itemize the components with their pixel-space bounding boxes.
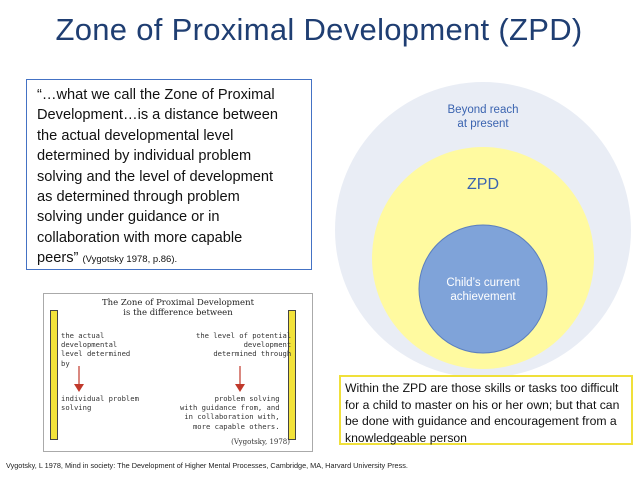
- reference-footer: Vygotsky, L 1978, Mind in society: The D…: [6, 461, 408, 470]
- quote-line: solving and the level of development: [37, 168, 274, 185]
- figure-title-line: The Zone of Proximal Development: [102, 298, 254, 308]
- figure-title: The Zone of Proximal Development is the …: [44, 298, 312, 318]
- figure-citation: (Vygotsky, 1978): [231, 438, 290, 446]
- zpd-explanation-text: Within the ZPD are those skills or tasks…: [345, 381, 620, 445]
- individual-solving-text: individual problem solving: [61, 394, 139, 413]
- quote-line: Development…is a distance between: [37, 107, 278, 124]
- page-title: Zone of Proximal Development (ZPD): [55, 12, 583, 47]
- quote-line: the actual developmental level: [37, 127, 234, 144]
- quote-line: collaboration with more capable: [37, 229, 243, 246]
- quote-line: determined by individual problem: [37, 148, 252, 165]
- quote-last-line: peers”: [37, 250, 79, 267]
- beyond-reach-label: Beyond reach at present: [447, 104, 519, 130]
- left-yellow-bar: [50, 310, 58, 440]
- actual-level-text: the actual developmental level determine…: [61, 331, 131, 368]
- zpd-definition-figure: The Zone of Proximal Development is the …: [43, 293, 313, 452]
- right-yellow-bar: [288, 310, 296, 440]
- quote-line: solving under guidance or in: [37, 209, 220, 226]
- quote-citation: (Vygotsky 1978, p.86).: [82, 254, 178, 266]
- current-achievement-circle: [418, 224, 548, 354]
- left-arrow-icon: [74, 366, 84, 392]
- quote-line: peers” (Vygotsky 1978, p.86).: [37, 248, 301, 270]
- zpd-label: ZPD: [467, 176, 499, 193]
- quote-line: “…what we call the Zone of Proximal: [37, 87, 275, 103]
- quote-line: as determined through problem: [37, 189, 240, 206]
- potential-level-text: the level of potential development deter…: [196, 331, 292, 359]
- zpd-explanation-box: Within the ZPD are those skills or tasks…: [339, 375, 633, 445]
- right-arrow-icon: [235, 366, 245, 392]
- quote-text: “…what we call the Zone of Proximal Deve…: [37, 85, 301, 271]
- current-achievement-label: Child’s current achievement: [446, 277, 520, 303]
- figure-subtitle-line: is the difference between: [123, 308, 233, 318]
- guided-solving-text: problem solving with guidance from, and …: [180, 394, 280, 431]
- vygotsky-quote-box: “…what we call the Zone of Proximal Deve…: [26, 79, 312, 270]
